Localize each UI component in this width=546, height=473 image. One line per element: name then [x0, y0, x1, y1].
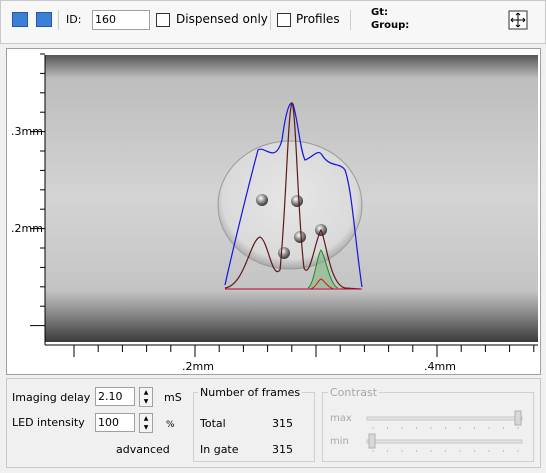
y-ruler-label: .2mm	[11, 222, 43, 235]
min-label: min	[330, 436, 349, 447]
led-intensity-spinner[interactable]: ▲ ▼	[139, 413, 153, 433]
separator	[350, 10, 351, 30]
in-gate-value: 315	[272, 443, 293, 456]
max-label: max	[330, 413, 352, 424]
imaging-delay-label: Imaging delay	[12, 391, 91, 404]
imaging-delay-input[interactable]: 2.10	[95, 387, 135, 406]
droplet	[217, 140, 363, 270]
id-label: ID:	[66, 13, 82, 26]
profiles-label: Profiles	[296, 12, 340, 26]
imaging-delay-unit: mS	[164, 391, 182, 404]
profiles-checkbox[interactable]	[277, 13, 291, 27]
fit-button[interactable]	[508, 10, 528, 30]
contrast-sliders[interactable]	[365, 408, 525, 453]
dispensed-label: Dispensed only	[176, 12, 268, 26]
group-label: Group:	[371, 20, 410, 31]
imaging-delay-spinner[interactable]: ▲ ▼	[139, 387, 153, 407]
profile-curve	[307, 249, 339, 289]
total-label: Total	[200, 417, 226, 430]
advanced-link[interactable]: advanced	[116, 443, 170, 456]
frames-title: Number of frames	[198, 386, 303, 399]
led-intensity-unit: %	[166, 420, 175, 430]
x-ruler-label: .4mm	[424, 360, 456, 373]
image-view: .3mm .2mm .2mm .4mm	[8, 53, 538, 373]
total-value: 315	[272, 417, 293, 430]
next-button[interactable]	[12, 12, 28, 27]
dispensed-checkbox[interactable]	[156, 13, 170, 27]
contrast-title: Contrast	[328, 386, 380, 399]
separator	[270, 10, 271, 30]
in-gate-label: In gate	[200, 443, 239, 456]
separator	[58, 10, 59, 30]
id-input[interactable]: 160	[92, 10, 150, 30]
prev-button[interactable]	[36, 12, 52, 27]
y-ruler-label: .3mm	[11, 125, 43, 138]
led-intensity-label: LED intensity	[12, 416, 85, 429]
led-intensity-input[interactable]: 100	[95, 413, 135, 432]
x-ruler-label: .2mm	[182, 360, 214, 373]
contrast-group	[322, 392, 534, 462]
controls-panel	[6, 378, 541, 468]
toolbar	[0, 0, 546, 44]
profile-curve	[309, 278, 335, 290]
y-ruler	[8, 55, 45, 342]
ruler-ticks	[30, 53, 535, 357]
gt-label: Gt:	[371, 7, 388, 18]
profile-curve	[224, 102, 363, 288]
profile-curve	[224, 101, 361, 290]
